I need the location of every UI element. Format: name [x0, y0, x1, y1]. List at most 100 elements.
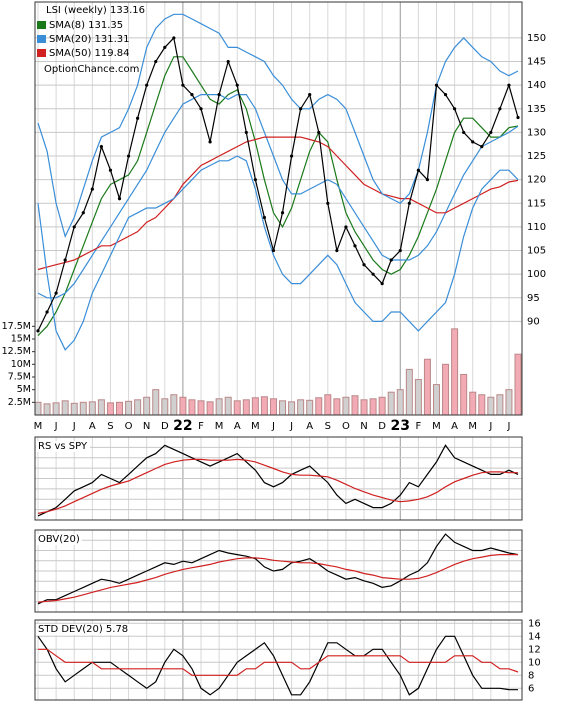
y2-tick-label: 12.5M: [2, 346, 31, 357]
x-tick-label: J: [488, 421, 492, 432]
indicator-line: [37, 533, 519, 605]
price-point: [99, 144, 103, 149]
price-point: [172, 36, 176, 40]
volume-bar: [297, 399, 305, 416]
y-tick-label: 150: [527, 33, 546, 44]
price-point: [163, 45, 167, 49]
x-tick-label: M: [34, 421, 43, 432]
price-point: [154, 59, 158, 64]
price-point: [344, 225, 348, 229]
price-point: [63, 258, 67, 262]
volume-bar: [405, 368, 413, 416]
volume-bar: [387, 391, 395, 416]
y-tick-label: 8: [528, 670, 534, 681]
watermark: OptionChance.com: [44, 64, 139, 75]
price-point: [253, 178, 257, 182]
volume-bar: [88, 401, 96, 416]
y-tick-label: 6: [528, 683, 534, 694]
price-point: [217, 93, 221, 97]
price-point: [36, 329, 40, 333]
price-point: [226, 59, 230, 64]
volume-bar: [442, 363, 450, 416]
volume-bar: [469, 391, 477, 416]
volume-bar: [106, 402, 114, 416]
x-tick-label: M: [251, 421, 260, 432]
price-point: [126, 154, 131, 158]
y2-tick-label: 17.5M: [2, 321, 31, 332]
volume-bar: [333, 398, 341, 416]
price-point: [136, 116, 140, 120]
price-point: [416, 168, 420, 172]
x-tick-label: 23: [391, 418, 410, 434]
indicator-line: [37, 444, 519, 517]
price-point: [199, 107, 203, 111]
volume-bar: [43, 403, 51, 416]
volume-bar: [260, 396, 268, 416]
panel-frame: [34, 1, 523, 416]
volume-bar: [369, 398, 377, 416]
panel-title: RS vs SPY: [38, 441, 88, 452]
x-tick-label: 22: [173, 418, 192, 434]
volume-bar: [242, 399, 250, 416]
indicator-line: [37, 554, 518, 603]
panel-title-bg: [36, 534, 82, 545]
y-tick-label: 12: [528, 644, 541, 655]
y-tick-label: 120: [527, 175, 546, 186]
volume-bar: [514, 353, 522, 416]
x-tick-label: A: [234, 421, 241, 432]
volume-bar: [61, 400, 69, 416]
volume-bar: [505, 389, 513, 416]
sma-line: [37, 94, 519, 299]
volume-bar: [496, 394, 504, 416]
price-point: [516, 115, 520, 120]
volume-bar: [97, 399, 105, 416]
price-point: [326, 201, 330, 205]
volume-bar: [432, 384, 440, 416]
volume-bar: [161, 398, 169, 416]
volume-bar: [306, 399, 314, 416]
price-point: [244, 130, 248, 135]
volume-bar: [179, 396, 187, 416]
x-tick-label: A: [306, 421, 313, 432]
volume-bar: [233, 400, 241, 416]
price-line: [37, 36, 519, 332]
y2-tick-label: 2.5M: [8, 397, 31, 408]
price-point: [425, 178, 430, 182]
x-tick-label: A: [89, 421, 96, 432]
panel-frame: [34, 619, 523, 701]
volume-bar: [116, 401, 124, 416]
price-point: [117, 196, 122, 201]
bollinger-band: [37, 13, 519, 239]
x-tick-label: J: [72, 421, 76, 432]
volume-bar: [279, 400, 287, 416]
price-point: [72, 225, 76, 229]
x-tick-label: O: [125, 421, 133, 432]
panel-frame: [34, 529, 523, 613]
panel-title-bg: [36, 624, 131, 635]
x-tick-label: F: [198, 421, 204, 432]
y-tick-label: 100: [527, 269, 546, 280]
price-point: [353, 244, 357, 248]
price-point: [208, 140, 212, 144]
price-point: [462, 130, 466, 135]
price-point: [407, 201, 411, 205]
volume-bar: [79, 401, 87, 416]
volume-bar: [342, 396, 350, 416]
x-tick-label: F: [415, 421, 421, 432]
price-point: [308, 93, 312, 97]
bollinger-band: [37, 155, 519, 351]
price-point: [90, 187, 94, 191]
price-point: [371, 272, 375, 276]
panel-title-bg: [36, 441, 90, 452]
x-tick-label: J: [289, 421, 293, 432]
volume-bar: [125, 400, 133, 416]
price-point: [389, 258, 393, 262]
price-point: [335, 248, 339, 253]
x-tick-label: D: [161, 421, 169, 432]
price-point: [443, 93, 448, 97]
price-point: [45, 310, 49, 314]
price-point: [145, 83, 149, 87]
y-tick-label: 90: [527, 316, 540, 327]
indicator-line: [37, 458, 518, 514]
